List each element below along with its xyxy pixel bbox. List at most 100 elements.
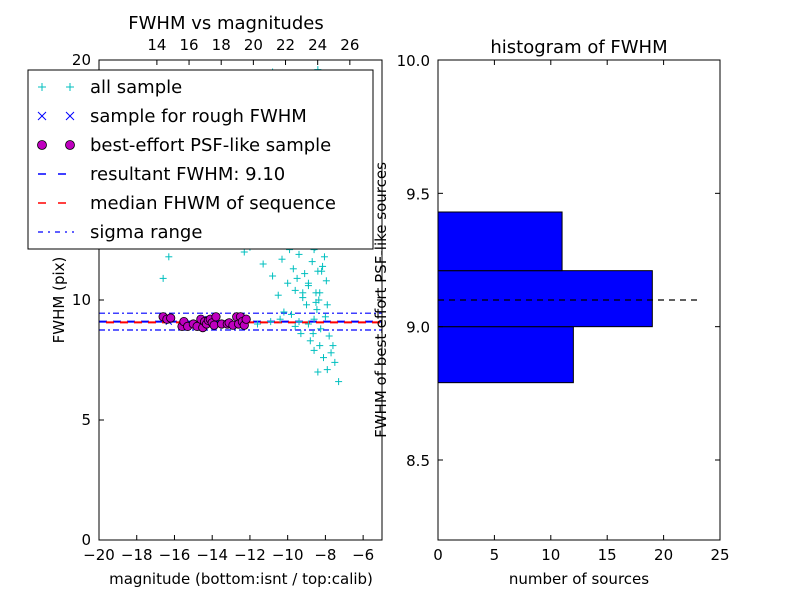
histogram-xlabel: number of sources	[509, 570, 649, 588]
all-sample-point	[299, 289, 307, 297]
all-sample-point	[280, 308, 288, 316]
scatter-ytick-label: 0	[81, 531, 91, 549]
legend-entries: all sample sample for rough FWHM best-effo…	[37, 77, 336, 243]
legend-label: sigma range	[90, 222, 202, 243]
all-sample-point	[240, 248, 248, 256]
scatter-xtick-label: −8	[314, 546, 336, 564]
scatter-xlabel: magnitude (bottom:isnt / top:calib)	[109, 570, 373, 588]
legend-dot	[65, 140, 75, 150]
legend-x-b	[37, 111, 47, 121]
scatter-xtick-label: −6	[352, 546, 374, 564]
all-sample-point	[297, 330, 305, 338]
scatter-xtick-label: −18	[121, 546, 153, 564]
all-sample-point	[309, 330, 317, 338]
all-sample-point	[331, 358, 339, 366]
histogram-xtick-label: 0	[433, 546, 443, 564]
histogram-title: histogram of FWHM	[490, 37, 667, 58]
all-sample-point	[317, 325, 325, 333]
all-sample-point	[284, 279, 292, 287]
scatter-xtick-label: −14	[196, 546, 228, 564]
scatter-ytick-label: 20	[72, 51, 91, 69]
legend-label: sample for rough FWHM	[90, 106, 307, 127]
all-sample-point	[289, 265, 297, 273]
histogram-bar	[438, 326, 574, 384]
scatter-ytick-label: 5	[81, 411, 91, 429]
scatter-top-xtick-label: 18	[212, 36, 231, 54]
all-sample-point	[314, 368, 322, 376]
scatter-top-xtick-label: 24	[308, 36, 327, 54]
all-sample-point	[310, 315, 318, 323]
scatter-top-xtick-label: 26	[340, 36, 359, 54]
histogram-xtick-label: 25	[710, 546, 729, 564]
scatter-ticks: −20 −18 −16 −14 −12 −10 −8 −6 0 5 10 20 14 16 18 20 22 24…	[72, 36, 382, 564]
legend-label: resultant FWHM: 9.10	[90, 164, 285, 185]
all-sample-point	[295, 250, 303, 258]
all-sample-point	[306, 337, 314, 345]
histogram-xtick-label: 20	[654, 546, 673, 564]
all-sample-point	[325, 332, 333, 340]
all-sample-point	[320, 354, 328, 362]
histogram-xtick-label: 15	[598, 546, 617, 564]
all-sample-point	[253, 320, 261, 328]
all-sample-point	[291, 286, 299, 294]
scatter-chart: −20 −18 −16 −14 −12 −10 −8 −6 0 5 10 20 14 16 18 20 22 24…	[27, 13, 383, 588]
all-sample-point	[318, 267, 326, 275]
all-sample-point	[321, 313, 329, 321]
all-sample-point	[267, 318, 275, 326]
legend-entry: best-effort PSF-like sample	[37, 135, 331, 156]
scatter-axes-frame	[98, 59, 383, 541]
histogram-ytick-label: 9.0	[406, 319, 430, 337]
all-sample-point	[287, 310, 295, 318]
all-sample-point	[329, 342, 337, 350]
all-sample-point	[319, 262, 327, 270]
legend-x-b	[65, 111, 75, 121]
all-sample-point	[301, 270, 309, 278]
scatter-ylabel: FWHM (pix)	[50, 257, 68, 344]
all-sample-point	[269, 272, 277, 280]
all-sample-point	[322, 277, 330, 285]
psf-sample-point	[209, 320, 219, 330]
histogram-axes-frame	[437, 59, 721, 541]
psf-sample-point	[211, 312, 221, 322]
legend-label: best-effort PSF-like sample	[90, 135, 331, 156]
scatter-top-xtick-label: 22	[276, 36, 295, 54]
histogram-chart: 0 5 10 15 20 25 8.5 9.0 9.5 10.0 histogram of FWH…	[372, 37, 730, 588]
legend-entry: sample for rough FWHM	[37, 106, 307, 127]
legend-entry: all sample	[38, 77, 182, 98]
all-sample-point	[274, 291, 282, 299]
scatter-xtick-label: −16	[159, 546, 191, 564]
all-sample-point	[304, 279, 312, 287]
all-sample-point	[315, 296, 323, 304]
all-sample-point	[310, 346, 318, 354]
legend-entry: median FHWM of sequence	[38, 193, 336, 214]
legend-entry: resultant FWHM: 9.10	[38, 164, 285, 185]
histogram-ytick-label: 9.5	[406, 185, 430, 203]
scatter-top-xtick-label: 20	[244, 36, 263, 54]
histogram-xtick-label: 10	[541, 546, 560, 564]
legend-label: all sample	[90, 77, 182, 98]
all-sample-point	[327, 349, 335, 357]
scatter-xtick-label: −12	[234, 546, 266, 564]
all-sample-point	[323, 366, 331, 374]
all-sample-point	[335, 378, 343, 386]
scatter-top-xtick-label: 14	[147, 36, 166, 54]
all-sample-point	[165, 253, 173, 261]
all-sample-point	[259, 260, 267, 268]
all-sample-point	[312, 289, 320, 297]
histogram-bar	[438, 270, 653, 328]
psf-sample-point	[166, 313, 176, 323]
scatter-ytick-label: 10	[72, 291, 91, 309]
scatter-title: FWHM vs magnitudes	[128, 13, 323, 34]
histogram-ytick-label: 8.5	[406, 452, 430, 470]
histogram-xtick-label: 5	[490, 546, 500, 564]
histogram-ylabel: FWHM of best-effort PSF-like sources	[372, 162, 390, 438]
all-sample-point	[304, 320, 312, 328]
all-sample-point	[291, 322, 299, 330]
scatter-xtick-label: −20	[83, 546, 115, 564]
histogram-ticks: 0 5 10 15 20 25 8.5 9.0 9.5 10.0	[397, 52, 730, 564]
legend-box	[27, 69, 374, 250]
psf-sample-point	[241, 314, 251, 324]
scatter-legend: all sample sample for rough FWHM best-effo…	[27, 69, 374, 250]
